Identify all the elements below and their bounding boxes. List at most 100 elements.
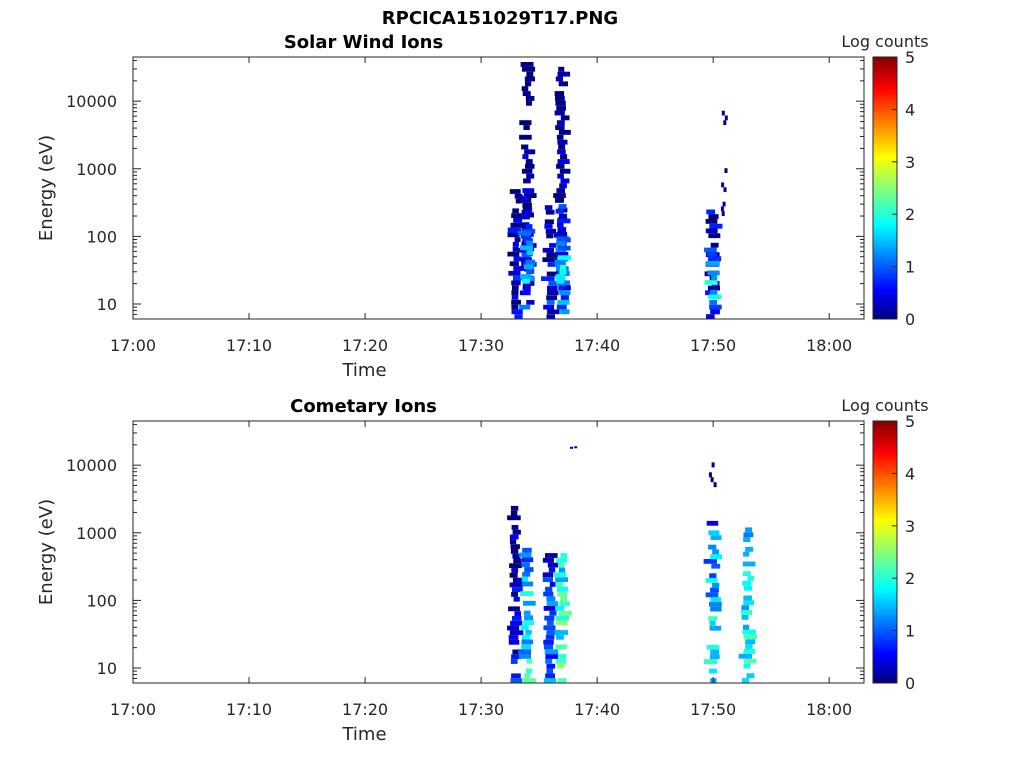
spectrogram-cell bbox=[547, 309, 560, 315]
spectrogram-cell bbox=[523, 610, 531, 616]
axes-border bbox=[132, 420, 865, 684]
spectrogram-cell bbox=[557, 663, 565, 669]
colorbar-tick-label: 2 bbox=[905, 569, 915, 588]
y-tick-label: 10 bbox=[97, 295, 117, 314]
spectrogram-cell bbox=[559, 601, 570, 606]
spectrogram-cell bbox=[710, 309, 720, 315]
spectrogram-cell bbox=[743, 663, 751, 669]
spectrogram-cell bbox=[545, 209, 555, 215]
spectrogram-cell bbox=[704, 280, 718, 285]
spectrogram-cell bbox=[555, 620, 568, 626]
spectrogram-cell bbox=[546, 620, 554, 626]
spectrogram-cell bbox=[520, 257, 532, 262]
spectrogram-cell bbox=[559, 264, 566, 270]
spectrogram-cell bbox=[512, 577, 525, 583]
spectrogram-cell bbox=[546, 601, 559, 606]
spectrogram-cell bbox=[510, 678, 522, 683]
spectrogram-cell bbox=[520, 274, 531, 279]
spectrogram-cell bbox=[547, 285, 558, 291]
spectrogram-cell bbox=[511, 280, 521, 286]
spectrogram-cell bbox=[556, 163, 565, 169]
spectrogram-cell bbox=[546, 252, 559, 258]
colorbar-tick-label: 3 bbox=[905, 153, 915, 172]
spectrogram-cell bbox=[510, 510, 518, 516]
spectrogram-cell bbox=[558, 144, 566, 150]
spectrogram-cell bbox=[522, 66, 536, 72]
spectrogram-cell bbox=[708, 214, 719, 219]
spectrogram-cell bbox=[556, 120, 565, 126]
spectrogram-cell bbox=[558, 562, 565, 568]
spectrogram-cell bbox=[509, 630, 524, 636]
spectrogram-cell bbox=[559, 168, 571, 174]
spectrogram-cell bbox=[710, 597, 721, 602]
spectrogram-cell bbox=[706, 251, 717, 257]
spectrogram-cell bbox=[559, 183, 567, 189]
y-axis-label: Energy (eV) bbox=[36, 499, 57, 605]
spectrogram-cell bbox=[554, 110, 565, 116]
spectrogram-cell bbox=[710, 587, 719, 593]
panel-title: Solar Wind Ions bbox=[284, 32, 443, 53]
spectrogram-cell bbox=[554, 630, 569, 635]
spectrogram-cell bbox=[526, 250, 533, 255]
spectrogram-cell bbox=[522, 154, 529, 160]
spectrogram-cell bbox=[547, 290, 559, 296]
spectrogram-cell bbox=[514, 314, 523, 319]
spectrogram-cell bbox=[511, 290, 519, 295]
spectrogram-cell bbox=[706, 261, 720, 266]
spectrogram-cell bbox=[518, 649, 532, 654]
colorbar-tick-label: 4 bbox=[905, 100, 915, 119]
spectrogram-cell bbox=[710, 242, 719, 248]
spectrogram-cell bbox=[555, 274, 566, 279]
colorbar-tick-label: 1 bbox=[905, 622, 915, 641]
spectrogram-cell bbox=[557, 591, 568, 597]
spectrogram-cell bbox=[510, 544, 520, 549]
spectrogram-cell bbox=[542, 257, 555, 262]
colorbar: Log counts 0 1 2 3 4 5 bbox=[841, 396, 928, 693]
spectrogram-cell bbox=[723, 187, 727, 193]
spectrogram-cell bbox=[560, 178, 570, 184]
spectrogram-cell bbox=[543, 678, 557, 683]
spectrogram-cell bbox=[526, 173, 535, 179]
spectrogram-cell bbox=[709, 223, 723, 229]
spectrogram-cell bbox=[555, 658, 567, 664]
spectrogram-cell bbox=[521, 252, 531, 258]
colorbar-tick-label: 1 bbox=[905, 258, 915, 277]
spectrogram-cell bbox=[708, 285, 720, 291]
spectrogram-cell bbox=[574, 446, 578, 449]
y-tick-label: 10 bbox=[97, 659, 117, 678]
spectrogram-cell bbox=[523, 620, 534, 625]
colorbar: Log counts 0 1 2 3 4 5 bbox=[841, 32, 928, 329]
spectrogram-cell bbox=[708, 294, 722, 300]
spectrogram-cell bbox=[520, 591, 534, 596]
spectrogram-cell bbox=[526, 240, 534, 246]
spectrogram-cell bbox=[510, 222, 524, 228]
spectrogram-cell bbox=[544, 205, 553, 210]
spectrogram-cell bbox=[705, 228, 718, 234]
spectrogram-cell bbox=[706, 644, 720, 650]
spectrogram-cell bbox=[547, 562, 559, 568]
spectrogram-cell bbox=[544, 649, 559, 655]
spectrogram-cell bbox=[554, 572, 567, 578]
spectrogram-cell bbox=[558, 213, 568, 219]
spectrogram-cell bbox=[526, 71, 534, 77]
spectrogram-cell bbox=[513, 558, 522, 564]
spectrogram-cell bbox=[549, 582, 557, 587]
figure-title: RPCICA151029T17.PNG bbox=[382, 8, 618, 29]
spectrogram-cell bbox=[547, 262, 559, 267]
spectrogram-cell bbox=[524, 149, 536, 155]
spectrogram-cell bbox=[514, 237, 521, 242]
spectrogram-cell bbox=[557, 149, 566, 155]
axes-border bbox=[132, 56, 865, 320]
spectrogram-cell bbox=[743, 532, 754, 538]
spectrogram-cell bbox=[745, 639, 756, 645]
spectrogram-cell bbox=[556, 278, 565, 284]
spectrogram-cell bbox=[511, 309, 523, 315]
spectrogram-cell bbox=[710, 289, 718, 295]
spectrogram-cell bbox=[515, 198, 522, 204]
spectrogram-cell bbox=[546, 596, 556, 602]
y-axis-label: Energy (eV) bbox=[36, 135, 57, 241]
spectrogram-cell bbox=[507, 625, 520, 631]
spectrogram-cell bbox=[511, 304, 519, 310]
spectrogram-cell bbox=[710, 477, 714, 483]
spectrogram-cell bbox=[708, 544, 717, 550]
